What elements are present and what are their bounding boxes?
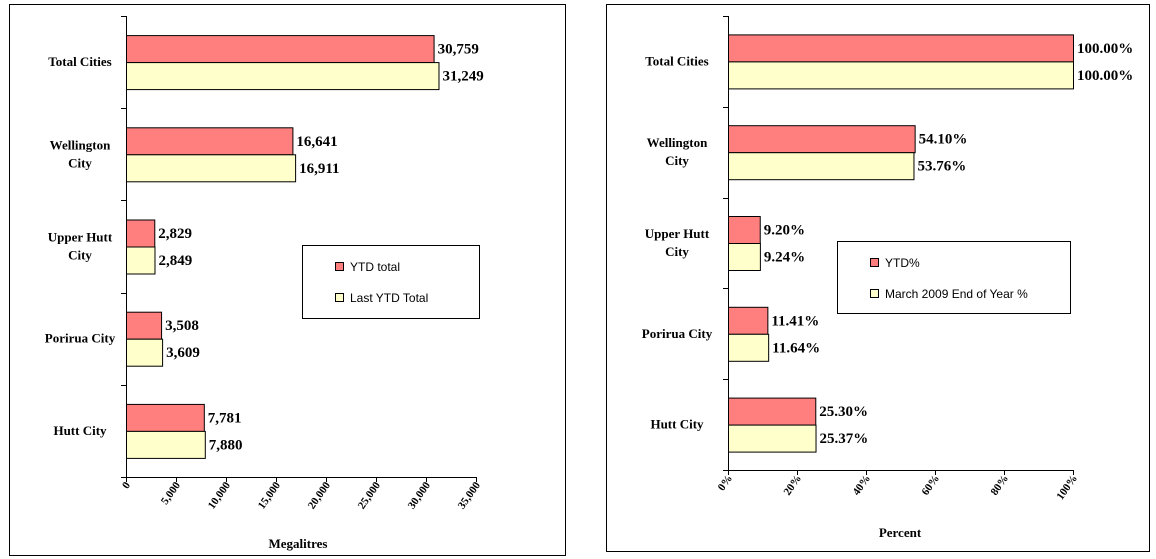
- data-label-last-ytd-total-porirua-city: 3,609: [166, 345, 200, 361]
- bar-ytd-total-wellington-city: [126, 127, 294, 156]
- bar-march-2009-end-of-year-hutt-city: [728, 424, 817, 453]
- legend-label-ytd-total: YTD total: [350, 260, 400, 274]
- category-label-upper-hutt-city: Upper Hutt City: [645, 226, 710, 259]
- category-label-upper-hutt-city: Upper Hutt City: [48, 230, 113, 263]
- legend-swatch-last-ytd-total: [335, 293, 344, 302]
- legend-label-ytd: YTD%: [885, 256, 920, 270]
- bar-ytd-hutt-city: [728, 397, 817, 426]
- bar-last-ytd-total-porirua-city: [126, 338, 164, 367]
- legend-label-last-ytd-total: Last YTD Total: [350, 291, 428, 305]
- bar-ytd-total-porirua-city: [126, 311, 163, 340]
- data-label-ytd-total-cities: 100.00%: [1077, 41, 1133, 57]
- bar-ytd-total-upper-hutt-city: [126, 219, 156, 248]
- bar-last-ytd-total-total-cities: [126, 62, 440, 91]
- data-label-last-ytd-total-hutt-city: 7,880: [209, 437, 243, 453]
- data-label-ytd-total-hutt-city: 7,781: [208, 410, 242, 426]
- data-label-ytd-hutt-city: 25.30%: [819, 404, 868, 420]
- bar-ytd-upper-hutt-city: [728, 216, 761, 244]
- bar-ytd-porirua-city: [728, 306, 769, 335]
- bar-ytd-wellington-city: [728, 125, 916, 154]
- data-label-ytd-wellington-city: 54.10%: [919, 132, 968, 148]
- legend: YTD% March 2009 End of Year %: [837, 241, 1071, 314]
- bar-ytd-total-total-cities: [126, 35, 435, 64]
- data-label-march-2009-end-of-year-hutt-city: 25.37%: [820, 431, 869, 447]
- category-label-total-cities: Total Cities: [645, 53, 708, 68]
- x-tick-label-0: 0: [120, 479, 133, 491]
- bar-march-2009-end-of-year-porirua-city: [728, 333, 770, 362]
- category-label-total-cities: Total Cities: [48, 54, 111, 69]
- bar-ytd-total-cities: [728, 34, 1074, 63]
- legend-swatch-march-2009-end-of-year: [870, 289, 879, 298]
- bar-last-ytd-total-hutt-city: [126, 430, 206, 459]
- data-label-ytd-total-porirua-city: 3,508: [165, 318, 199, 334]
- bar-last-ytd-total-upper-hutt-city: [126, 246, 156, 275]
- category-label-wellington-city: Wellington City: [50, 137, 111, 170]
- data-label-last-ytd-total-total-cities: 31,249: [442, 69, 483, 85]
- megalitres-bar-chart: 30,759 31,249 Total Cities 16,641 16,911 Well…: [45, 16, 484, 551]
- legend-swatch-ytd: [870, 258, 879, 267]
- data-label-march-2009-end-of-year-upper-hutt-city: 9.24%: [764, 250, 805, 266]
- data-label-last-ytd-total-wellington-city: 16,911: [299, 161, 339, 177]
- data-label-ytd-porirua-city: 11.41%: [771, 313, 819, 329]
- bar-ytd-total-hutt-city: [126, 403, 205, 432]
- legend-swatch-ytd-total: [335, 262, 344, 271]
- legend-box: [837, 241, 1071, 314]
- data-label-ytd-total-total-cities: 30,759: [438, 42, 479, 58]
- data-label-march-2009-end-of-year-wellington-city: 53.76%: [917, 159, 966, 175]
- category-label-hutt-city: Hutt City: [650, 417, 704, 432]
- bar-march-2009-end-of-year-wellington-city: [728, 152, 915, 181]
- legend: YTD total Last YTD Total: [302, 245, 480, 319]
- x-axis-title: Megalitres: [269, 536, 328, 551]
- x-axis-title: Percent: [879, 525, 922, 540]
- data-label-march-2009-end-of-year-total-cities: 100.00%: [1077, 68, 1133, 84]
- data-label-ytd-upper-hutt-city: 9.20%: [764, 223, 805, 239]
- bar-last-ytd-total-wellington-city: [126, 154, 297, 183]
- legend-box: [302, 245, 480, 319]
- data-label-ytd-total-wellington-city: 16,641: [296, 134, 337, 150]
- category-label-hutt-city: Hutt City: [53, 423, 107, 438]
- category-label-porirua-city: Porirua City: [642, 326, 713, 341]
- data-label-march-2009-end-of-year-porirua-city: 11.64%: [772, 340, 820, 356]
- category-label-wellington-city: Wellington City: [647, 135, 708, 168]
- bar-march-2009-end-of-year-upper-hutt-city: [728, 243, 761, 271]
- legend-label-march-2009-end-of-year: March 2009 End of Year %: [885, 287, 1028, 301]
- data-label-ytd-total-upper-hutt-city: 2,829: [158, 226, 192, 242]
- category-label-porirua-city: Porirua City: [45, 331, 116, 346]
- bar-march-2009-end-of-year-total-cities: [728, 61, 1074, 90]
- data-label-last-ytd-total-upper-hutt-city: 2,849: [158, 253, 192, 269]
